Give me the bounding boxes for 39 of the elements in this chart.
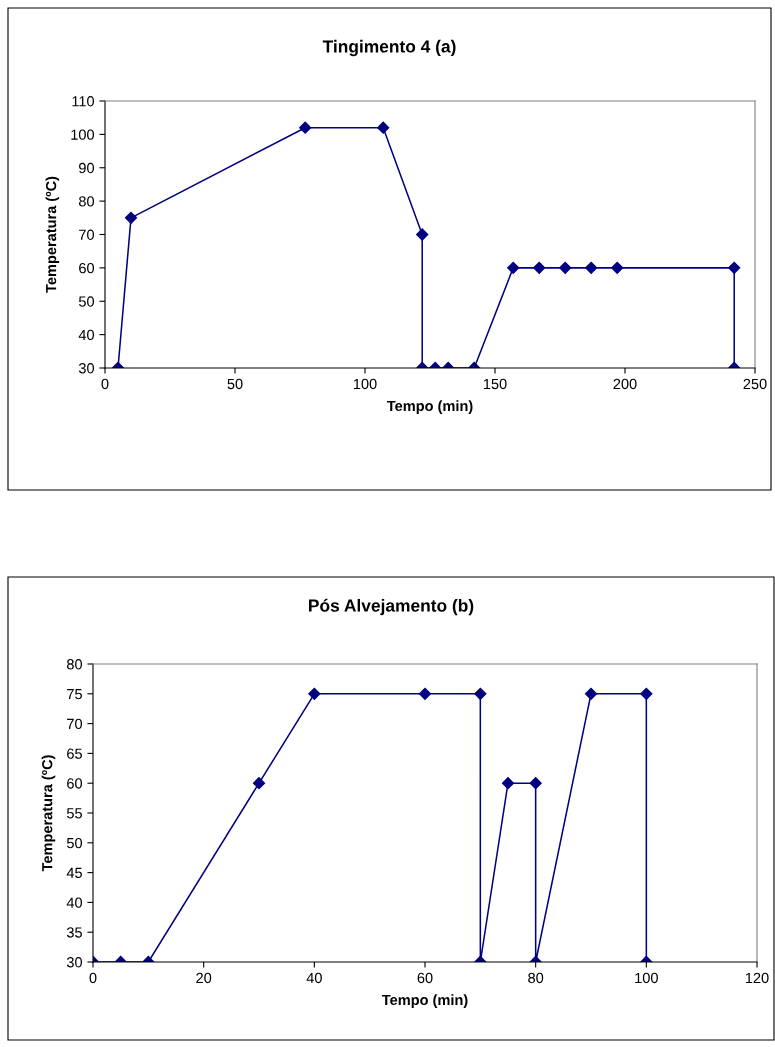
y-tick-label: 60	[79, 262, 95, 274]
y-tick-label: 60	[67, 778, 83, 789]
x-tick-label: 250	[743, 378, 767, 390]
y-tick-label: 30	[78, 363, 95, 374]
x-tick-label: 40	[306, 972, 322, 984]
y-tick-label: 30	[66, 957, 83, 968]
x-tick-label: 80	[528, 972, 544, 984]
y-tick-label: 65	[67, 748, 82, 759]
y-tick-label: 70	[67, 718, 83, 730]
y-tick-label: 50	[66, 837, 83, 849]
y-tick-label: 110	[72, 96, 95, 107]
y-tick-label: 75	[67, 689, 82, 700]
x-tick-label: 50	[227, 378, 243, 390]
y-tick-label: 40	[78, 329, 95, 341]
chart-title: Tingimento 4 (a)	[322, 39, 456, 57]
chart-title: Pós Alvejamento (b)	[309, 598, 474, 616]
y-axis-title: Temperatura (ºC)	[45, 176, 60, 293]
x-tick-label: 200	[613, 378, 637, 390]
y-tick-label: 80	[79, 196, 95, 207]
x-axis-title: Tempo (min)	[381, 994, 468, 1008]
x-tick-label: 0	[89, 972, 97, 984]
x-tick-label: 20	[196, 972, 212, 984]
x-tick-label: 150	[483, 378, 507, 390]
y-tick-label: 40	[66, 897, 83, 908]
y-tick-label: 70	[79, 229, 95, 240]
y-tick-label: 35	[66, 927, 82, 938]
x-axis-title: Tempo (min)	[386, 400, 473, 414]
y-tick-label: 45	[66, 867, 82, 879]
y-tick-label: 55	[66, 808, 82, 819]
y-tick-label: 80	[67, 659, 83, 670]
x-tick-label: 100	[635, 972, 658, 984]
x-tick-label: 120	[745, 972, 769, 984]
x-tick-label: 60	[417, 972, 433, 984]
y-tick-label: 100	[71, 129, 95, 140]
x-tick-label: 0	[101, 378, 109, 390]
y-axis-title: Temperatura (ºC)	[41, 755, 56, 872]
x-tick-label: 100	[353, 378, 377, 390]
y-tick-label: 50	[78, 296, 95, 307]
y-tick-label: 90	[79, 162, 95, 174]
